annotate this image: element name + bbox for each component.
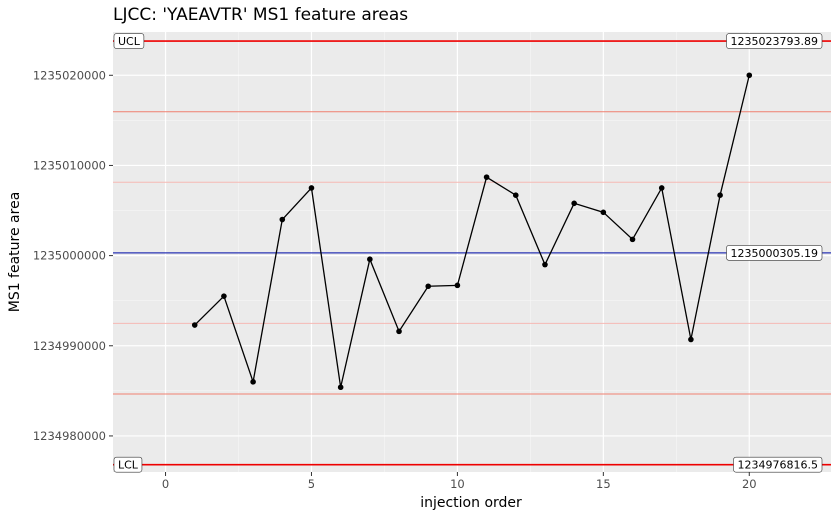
- y-tick-label: 1234980000: [33, 429, 106, 443]
- data-point: [221, 293, 227, 299]
- data-point: [396, 328, 402, 335]
- side-label-ucl: UCL: [113, 33, 145, 49]
- data-point: [571, 200, 577, 207]
- x-tick-label: 0: [162, 477, 169, 491]
- x-tick-label: 5: [308, 477, 315, 491]
- side-label-ucl-text: UCL: [118, 35, 141, 48]
- value-label-limit-box: [726, 33, 823, 49]
- data-series: [191, 72, 753, 391]
- data-point: [600, 209, 607, 216]
- x-tick-label: 10: [450, 477, 465, 491]
- side-label-ucl-box: [113, 33, 145, 49]
- data-point: [746, 72, 753, 79]
- value-label-limit: 1235023793.89: [726, 33, 823, 49]
- data-point: [512, 192, 519, 198]
- side-label-lcl-text: LCL: [118, 459, 139, 472]
- data-point: [308, 185, 315, 191]
- x-axis: 0 5 10 15 20: [162, 472, 757, 491]
- data-point: [367, 256, 373, 263]
- value-label-limit-text: 1235023793.89: [731, 35, 818, 48]
- value-label-limit-box: [733, 456, 823, 473]
- data-point: [425, 283, 432, 290]
- value-label-limit: 1234976816.5: [733, 456, 823, 473]
- minor-gridlines: [113, 32, 831, 472]
- reference-lines: [113, 40, 831, 466]
- plot-panel: [113, 32, 831, 472]
- data-point: [483, 174, 490, 180]
- y-tick-label: 1235010000: [33, 158, 106, 172]
- value-label-center-box: [726, 245, 823, 261]
- y-tick-label: 1234990000: [33, 339, 106, 353]
- x-tick-label: 15: [596, 477, 611, 491]
- data-point: [191, 322, 198, 328]
- data-point: [454, 282, 461, 289]
- value-label-center-text: 1235000305.19: [731, 247, 818, 260]
- data-point: [688, 336, 694, 343]
- value-label-limit-text: 1234976816.5: [738, 459, 818, 472]
- reference-labels: 1235023793.89 UCL 1235000305.19 1234976816.…: [113, 33, 823, 473]
- data-point: [279, 216, 286, 223]
- x-tick-label: 20: [742, 477, 757, 491]
- data-point: [542, 261, 548, 268]
- y-axis: 1234980000 1234990000 1235000000 1235010000…: [33, 68, 113, 443]
- chart-title: LJCC: 'YAEAVTR' MS1 feature areas: [113, 5, 408, 25]
- data-point: [658, 185, 665, 191]
- side-label-lcl: LCL: [113, 456, 143, 473]
- value-label-center: 1235000305.19: [726, 245, 823, 261]
- side-label-lcl-box: [113, 456, 143, 473]
- y-axis-label: MS1 feature area: [7, 192, 23, 313]
- data-point: [717, 192, 723, 198]
- data-point: [629, 236, 636, 243]
- y-tick-label: 1235020000: [33, 68, 106, 82]
- x-axis-label: injection order: [420, 495, 522, 511]
- y-tick-label: 1235000000: [33, 249, 106, 263]
- data-point: [250, 379, 256, 385]
- series-line: [194, 75, 750, 388]
- data-point: [337, 384, 344, 391]
